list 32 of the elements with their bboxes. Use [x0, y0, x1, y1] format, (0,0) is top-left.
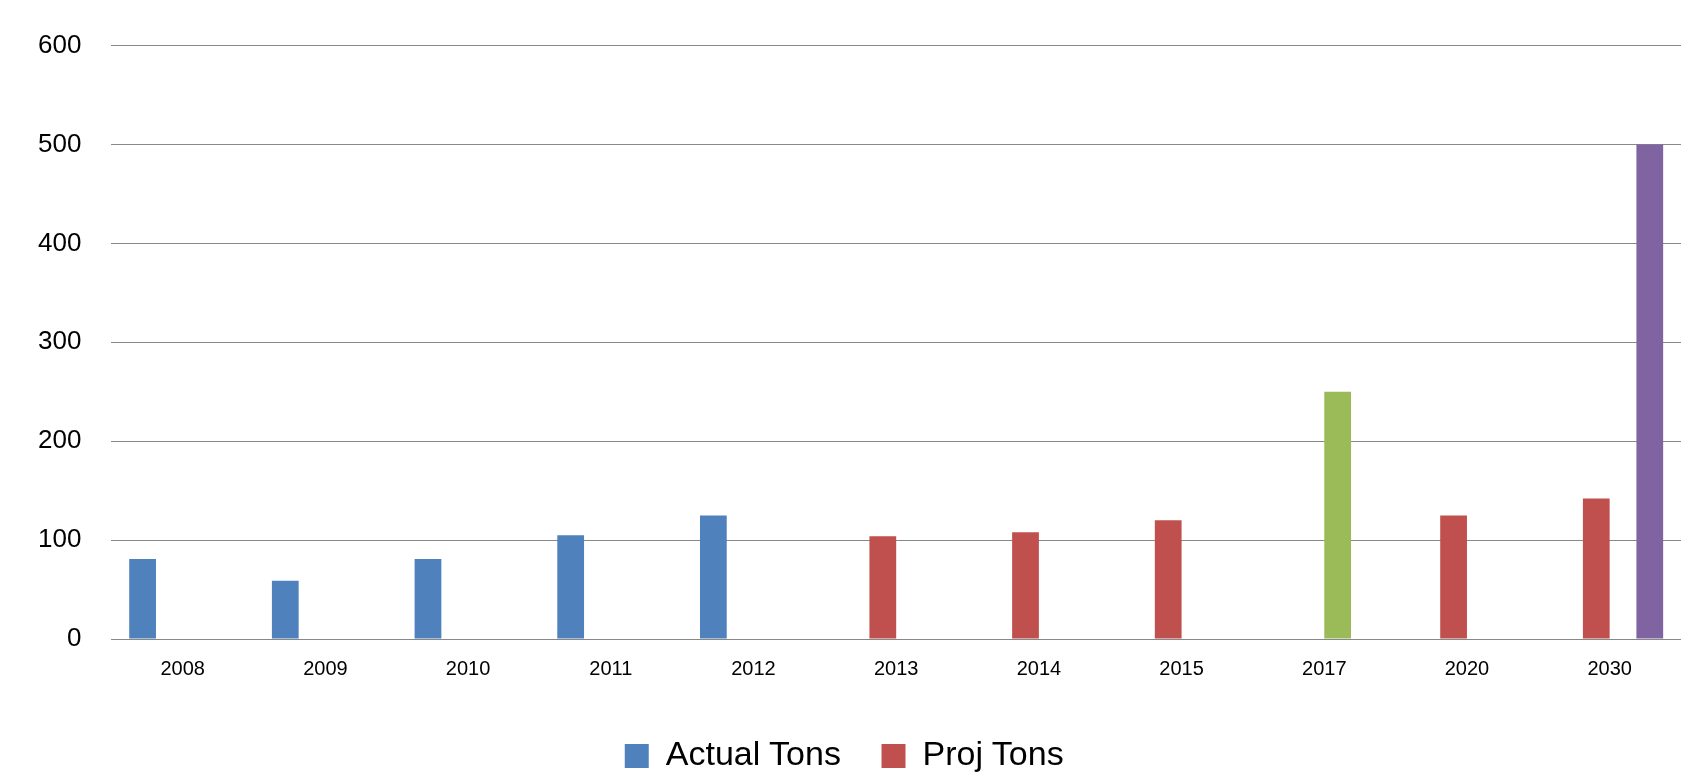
y-tick-label: 200	[37, 424, 82, 455]
x-tick-label: 2011	[589, 656, 633, 679]
bar	[869, 536, 897, 639]
legend-label: Actual Tons	[665, 734, 841, 773]
y-tick-label: 500	[37, 127, 82, 158]
legend-label: Proj Tons	[922, 734, 1064, 773]
y-tick-label: 100	[37, 523, 82, 554]
x-tick-label: 2013	[873, 656, 919, 679]
bar	[1012, 532, 1039, 639]
x-tick-label: 2020	[1444, 656, 1490, 679]
bar	[414, 558, 442, 639]
bar	[1582, 498, 1610, 639]
y-tick-label: 0	[66, 622, 82, 653]
x-tick-label: 2009	[303, 656, 348, 679]
x-tick-label: 2017	[1302, 656, 1347, 679]
y-tick-label: 400	[37, 226, 82, 257]
bar	[129, 558, 156, 639]
x-tick-label: 2014	[1016, 656, 1062, 679]
y-tick-label: 600	[37, 28, 82, 59]
bar	[1440, 515, 1467, 639]
x-tick-label: 2015	[1159, 656, 1204, 679]
bar	[699, 515, 727, 639]
bar	[271, 580, 299, 639]
bar	[1324, 391, 1352, 639]
bar	[1636, 144, 1664, 639]
x-tick-label: 2010	[445, 656, 491, 679]
y-tick-label: 300	[37, 325, 82, 356]
bar	[557, 535, 585, 639]
x-tick-label: 2012	[731, 656, 776, 679]
x-tick-label: 2008	[160, 656, 205, 679]
x-tick-label: 2030	[1587, 656, 1632, 679]
bar	[1154, 520, 1182, 639]
